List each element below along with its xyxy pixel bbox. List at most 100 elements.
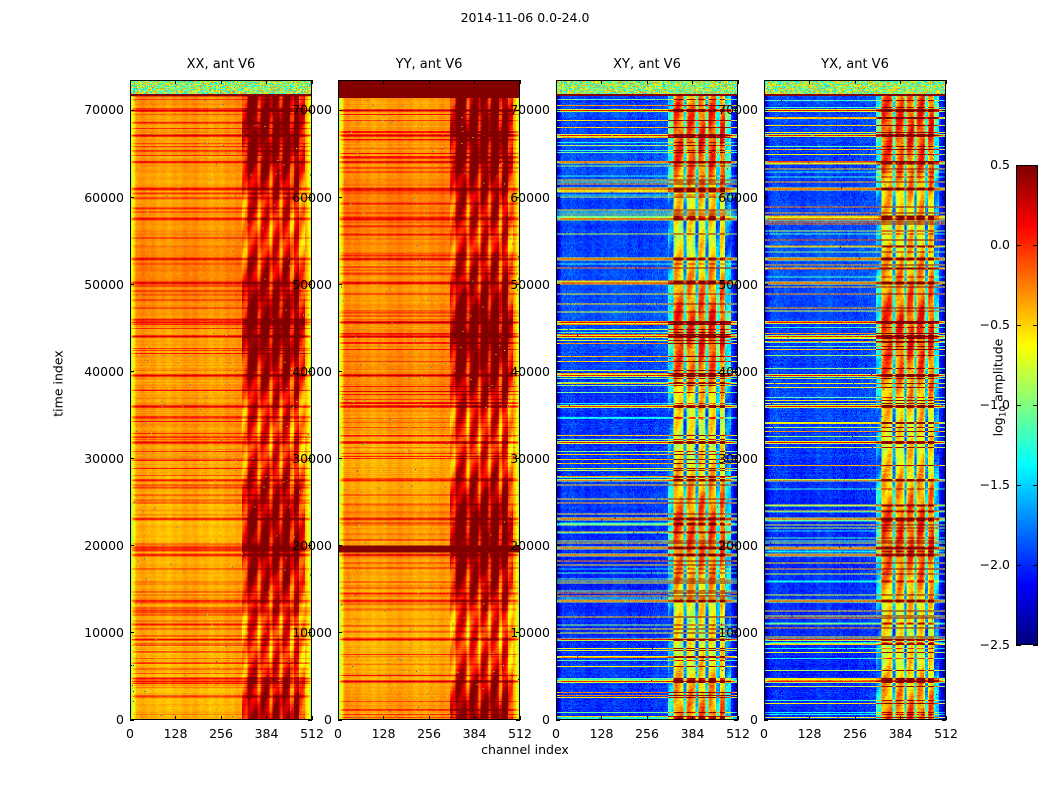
y-tick-mark	[556, 719, 560, 721]
colorbar-tick-mark	[1033, 324, 1038, 326]
colorbar-tick-mark	[1016, 404, 1021, 406]
y-tick-label: 10000	[292, 624, 332, 640]
y-tick-mark	[556, 458, 560, 460]
y-tick-mark	[764, 632, 768, 634]
colorbar-tick-label: −2.0	[979, 557, 1010, 572]
y-tick-label: 70000	[718, 102, 758, 118]
x-tick-mark	[266, 716, 267, 720]
colorbar-tick-label: 0.0	[990, 237, 1010, 252]
y-tick-mark	[130, 197, 134, 199]
y-tick-mark	[764, 284, 768, 286]
y-tick-mark	[516, 719, 520, 721]
x-tick-mark	[175, 716, 176, 720]
y-tick-label: 0	[542, 712, 550, 727]
x-tick-label: 256	[209, 726, 233, 741]
x-tick-label: 256	[417, 726, 441, 741]
x-tick-mark	[311, 80, 313, 84]
y-tick-mark	[308, 371, 312, 373]
y-tick-label: 60000	[510, 189, 550, 205]
y-tick-mark	[516, 632, 520, 634]
y-tick-mark	[734, 197, 738, 199]
y-tick-mark	[942, 197, 946, 199]
y-tick-mark	[130, 458, 134, 460]
colorbar-label-subscript: 10	[998, 405, 1009, 418]
colorbar-tick-mark	[1016, 244, 1021, 246]
x-tick-mark	[555, 716, 557, 720]
x-tick-label: 384	[462, 726, 487, 741]
colorbar-label-suffix: amplitude	[990, 338, 1006, 406]
y-tick-mark	[516, 545, 520, 547]
colorbar-tick-label: −1.0	[979, 397, 1010, 412]
y-tick-mark	[942, 109, 946, 111]
y-tick-label: 70000	[292, 102, 332, 118]
x-tick-mark	[311, 716, 313, 720]
panel-title-xy: XY, ant V6	[613, 57, 681, 72]
waterfall-panel-xy[interactable]	[556, 80, 738, 720]
x-tick-label: 0	[760, 726, 768, 741]
x-tick-label: 128	[163, 726, 188, 741]
x-tick-mark	[900, 716, 901, 720]
waterfall-panel-yx[interactable]	[764, 80, 946, 720]
y-tick-mark	[556, 632, 560, 634]
colorbar-tick-mark	[1033, 164, 1038, 166]
waterfall-panel-xx[interactable]	[130, 80, 312, 720]
y-tick-mark	[516, 458, 520, 460]
y-tick-mark	[764, 545, 768, 547]
y-tick-mark	[308, 109, 312, 111]
colorbar-label: log10 amplitude	[990, 298, 1009, 478]
figure-suptitle: 2014-11-06 0.0-24.0	[460, 10, 590, 25]
panel-title-yy: YY, ant V6	[395, 57, 463, 72]
x-tick-label: 0	[552, 726, 560, 741]
y-tick-mark	[516, 371, 520, 373]
waterfall-panel-yy[interactable]	[338, 80, 520, 720]
y-tick-mark	[764, 719, 768, 721]
y-tick-mark	[338, 197, 342, 199]
x-tick-mark	[945, 716, 947, 720]
y-tick-mark	[764, 197, 768, 199]
x-tick-label: 256	[843, 726, 867, 741]
y-tick-mark	[516, 109, 520, 111]
y-tick-mark	[556, 284, 560, 286]
y-tick-label: 30000	[84, 450, 124, 466]
x-tick-mark	[854, 716, 856, 720]
x-tick-mark	[428, 80, 430, 84]
y-tick-mark	[308, 284, 312, 286]
y-tick-label: 0	[324, 712, 332, 727]
y-tick-mark	[942, 371, 946, 373]
y-tick-mark	[942, 719, 946, 721]
x-tick-mark	[337, 80, 339, 84]
x-tick-mark	[220, 716, 222, 720]
y-tick-mark	[516, 284, 520, 286]
y-tick-mark	[130, 719, 134, 721]
x-tick-mark	[175, 80, 176, 84]
colorbar-tick-mark	[1033, 564, 1038, 566]
colorbar-tick-mark	[1016, 324, 1021, 326]
y-tick-label: 50000	[292, 276, 332, 292]
y-tick-mark	[764, 109, 768, 111]
y-tick-mark	[516, 197, 520, 199]
x-tick-mark	[601, 80, 602, 84]
y-tick-mark	[130, 371, 134, 373]
y-tick-mark	[308, 458, 312, 460]
x-tick-mark	[945, 80, 947, 84]
panel-title-xx: XX, ant V6	[186, 57, 256, 72]
y-tick-mark	[308, 197, 312, 199]
y-tick-mark	[556, 197, 560, 199]
x-tick-label: 384	[254, 726, 279, 741]
x-tick-label: 256	[635, 726, 659, 741]
x-tick-label: 512	[726, 726, 750, 741]
y-axis-label: time index	[50, 350, 66, 417]
y-tick-mark	[764, 371, 768, 373]
colorbar-label-prefix: log	[990, 417, 1006, 437]
y-tick-mark	[130, 284, 134, 286]
x-tick-label: 384	[888, 726, 913, 741]
y-tick-label: 10000	[718, 624, 758, 640]
y-tick-mark	[556, 371, 560, 373]
y-tick-mark	[130, 545, 134, 547]
y-tick-label: 0	[750, 712, 758, 727]
y-tick-mark	[338, 545, 342, 547]
y-tick-mark	[338, 371, 342, 373]
x-tick-mark	[900, 80, 901, 84]
x-tick-mark	[763, 716, 765, 720]
